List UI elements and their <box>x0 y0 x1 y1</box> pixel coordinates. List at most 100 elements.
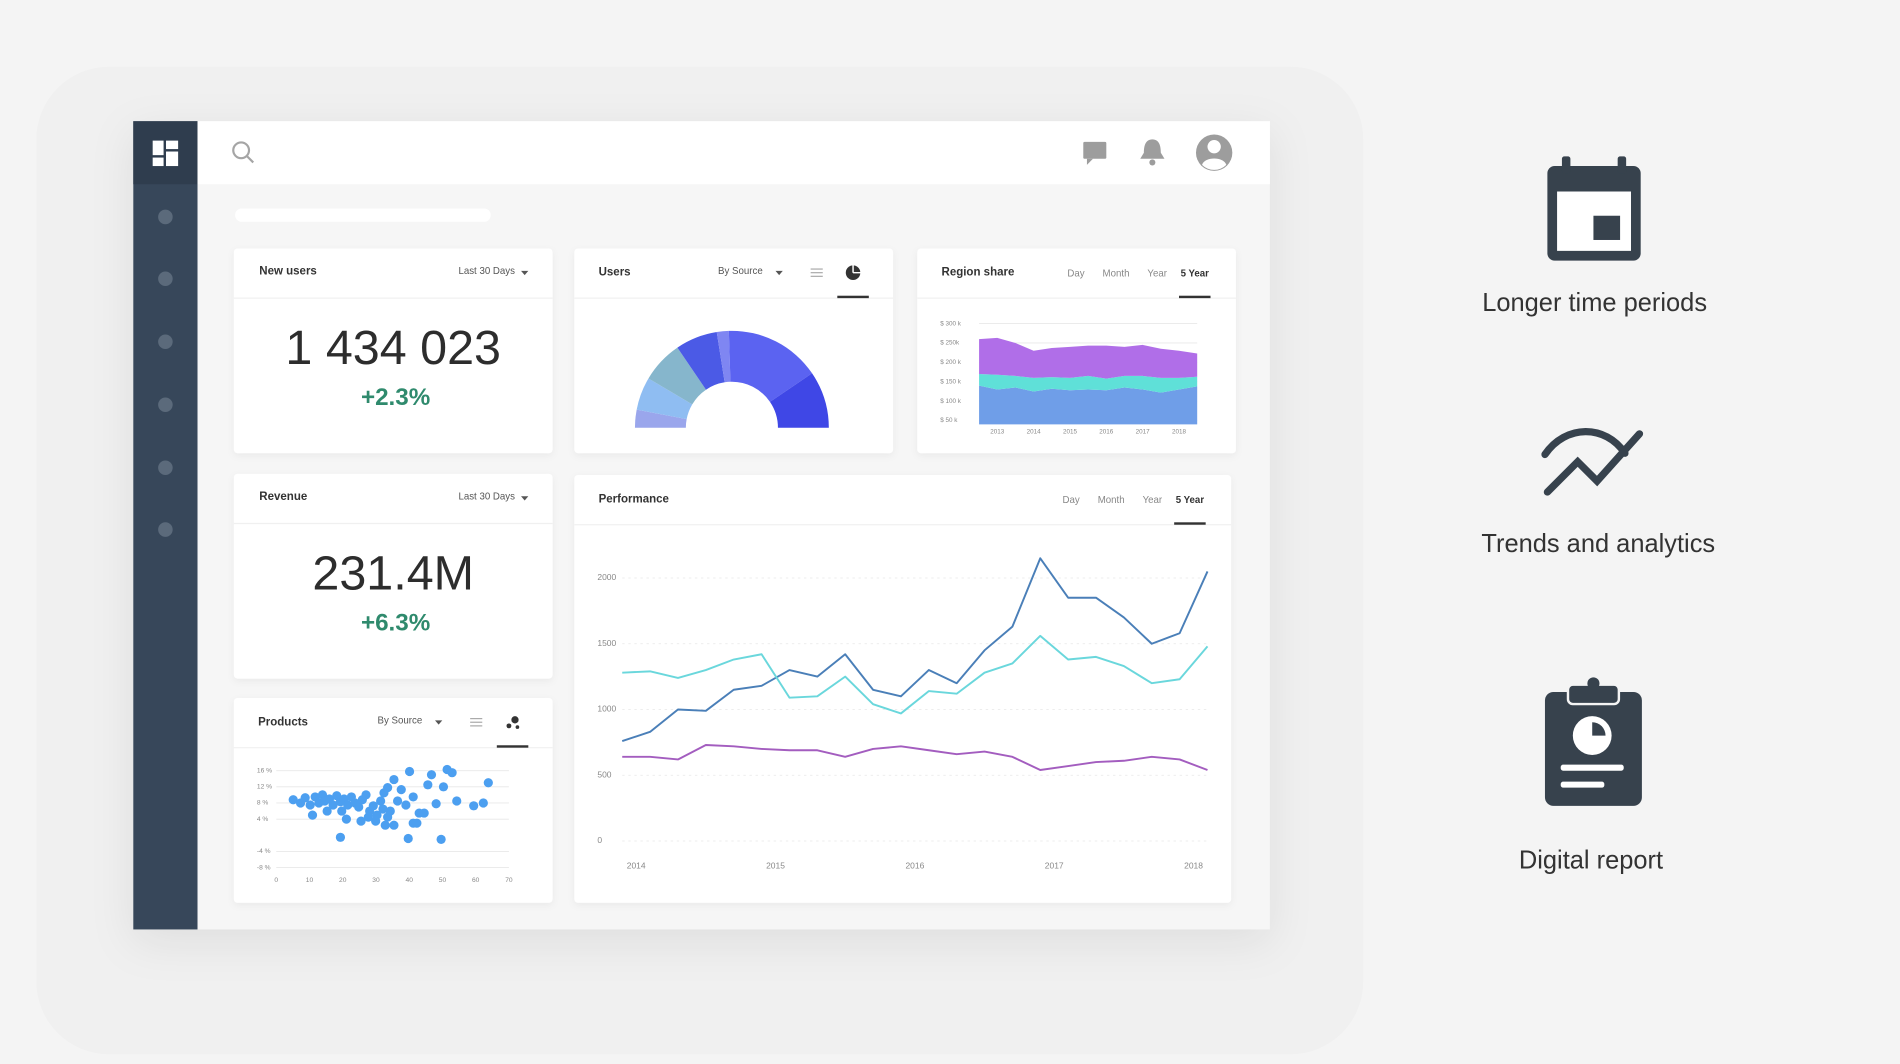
scatter-point <box>478 798 488 808</box>
scatter-point <box>408 818 418 828</box>
feature-label: Digital report <box>1519 846 1663 874</box>
area-layer <box>979 337 1198 379</box>
scatter-point <box>469 801 479 811</box>
period-tab[interactable]: 5 Year <box>1181 268 1210 279</box>
card <box>233 473 553 679</box>
sidebar-nav <box>158 209 173 537</box>
cards: New users Last 30 Days 1 434 023 +2.3% Reven… <box>233 248 553 679</box>
charts: Users By Source Region share Day Month Year 5 … <box>233 248 1236 903</box>
y-tick-label: $ 100 k <box>940 398 962 405</box>
kpi-value: 1 434 023 <box>285 321 501 375</box>
x-tick-label: 2013 <box>990 428 1005 435</box>
kpi-change: +2.3% <box>361 384 430 411</box>
scatter-point <box>383 783 393 793</box>
x-tick-label: 30 <box>372 877 380 884</box>
nav-item[interactable] <box>158 209 173 225</box>
scatter-point <box>383 812 393 822</box>
dropdown-caret[interactable] <box>775 270 783 276</box>
notifications-icon[interactable] <box>1140 139 1165 166</box>
donut-segment <box>677 332 725 390</box>
dots-icon <box>511 716 519 724</box>
period-tab[interactable]: Year <box>1147 268 1167 279</box>
scatter-point <box>361 790 371 800</box>
dropdown-caret[interactable] <box>435 720 443 725</box>
trend-icon <box>1541 428 1644 496</box>
y-tick-label: 4 % <box>257 816 269 823</box>
period-tab[interactable]: Day <box>1063 495 1080 506</box>
nav-item[interactable] <box>158 334 173 350</box>
y-tick-label: 12 % <box>257 784 272 791</box>
period-tab[interactable]: Month <box>1103 268 1130 279</box>
chart-view-button[interactable] <box>506 716 520 729</box>
period-tab[interactable]: Day <box>1067 268 1084 279</box>
scatter-point <box>426 770 437 780</box>
dropdown-caret[interactable] <box>521 496 529 501</box>
x-tick-label: 2014 <box>1027 428 1042 435</box>
y-tick-label: 8 % <box>257 800 269 807</box>
logo[interactable] <box>152 140 179 167</box>
nav-item[interactable] <box>158 460 173 476</box>
period-select[interactable]: Last 30 Days <box>458 491 515 502</box>
y-tick-label: 2000 <box>597 572 616 582</box>
line-series <box>622 634 1209 715</box>
list-view-button[interactable] <box>810 268 823 277</box>
x-tick-label: 2017 <box>1045 861 1064 871</box>
scatter-point <box>396 785 406 795</box>
x-tick-label: 2014 <box>627 861 646 871</box>
scatter-point <box>389 820 399 830</box>
period-tab[interactable]: Year <box>1143 495 1163 506</box>
scatter-point <box>483 778 493 788</box>
period-select[interactable]: Last 30 Days <box>458 266 515 277</box>
scatter-point <box>376 796 386 806</box>
y-tick-label: $ 200 k <box>940 359 962 366</box>
scatter-point <box>368 801 378 811</box>
avatar[interactable] <box>1195 134 1233 171</box>
filter-select[interactable]: By Source <box>378 716 423 727</box>
scatter-point <box>335 832 346 842</box>
donut-segment <box>716 330 731 383</box>
donut-segment <box>648 347 707 405</box>
scatter-point <box>343 800 353 810</box>
nav-item[interactable] <box>158 397 173 413</box>
scatter-point <box>300 793 310 803</box>
scatter-point <box>337 806 347 816</box>
chart-view-button[interactable] <box>845 264 862 280</box>
chart-title: Products <box>258 716 308 728</box>
scatter-point <box>436 834 446 844</box>
donut-segment <box>769 373 829 428</box>
dropdown-caret[interactable] <box>521 270 529 276</box>
period-tab[interactable]: Month <box>1098 495 1125 506</box>
scatter-point <box>354 802 364 812</box>
donut-segment <box>634 409 687 428</box>
scatter-point <box>341 814 352 824</box>
nav-item[interactable] <box>158 271 173 287</box>
x-tick-label: 60 <box>472 877 480 884</box>
y-tick-label: $ 50 k <box>940 417 958 424</box>
scatter-point <box>404 766 415 777</box>
breadcrumb-placeholder <box>235 208 491 222</box>
scatter-point <box>307 810 318 820</box>
y-tick-label: 16 % <box>257 767 272 774</box>
scatter-point <box>408 792 418 802</box>
x-tick-label: 20 <box>339 877 347 884</box>
scatter-point <box>392 796 403 806</box>
scatter-point <box>389 774 399 785</box>
chart-title: Users <box>599 267 631 279</box>
period-tab[interactable]: 5 Year <box>1176 495 1205 506</box>
list-view-button[interactable] <box>470 718 483 727</box>
x-tick-label: 40 <box>406 877 414 884</box>
scatter-point <box>305 800 315 810</box>
calendar-icon <box>1547 156 1641 261</box>
line-series <box>622 744 1208 771</box>
filter-select[interactable]: By Source <box>718 266 763 277</box>
x-tick-label: 0 <box>274 877 278 884</box>
nav-item[interactable] <box>158 522 173 537</box>
scatter-point <box>401 800 411 810</box>
area-layer <box>979 385 1198 425</box>
y-tick-label: $ 300 k <box>940 320 962 327</box>
search-icon[interactable] <box>232 141 255 164</box>
card-title: Revenue <box>259 491 307 503</box>
scatter-point <box>447 768 457 778</box>
